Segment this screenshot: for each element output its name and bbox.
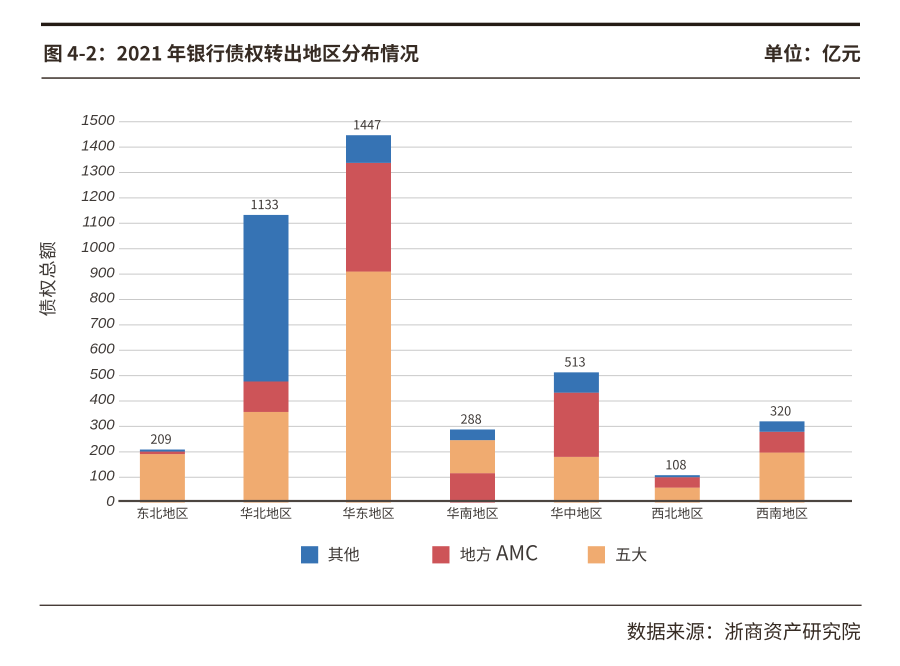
svg-text:1200: 1200 — [81, 188, 115, 205]
svg-text:200: 200 — [89, 442, 116, 459]
svg-text:0: 0 — [106, 493, 115, 510]
svg-text:1500: 1500 — [81, 112, 115, 129]
svg-text:1300: 1300 — [81, 163, 115, 180]
svg-text:1100: 1100 — [82, 214, 115, 231]
svg-text:100: 100 — [90, 467, 116, 484]
svg-text:800: 800 — [90, 290, 116, 307]
svg-text:400: 400 — [90, 391, 116, 408]
svg-text:600: 600 — [90, 340, 116, 357]
svg-text:1000: 1000 — [81, 239, 115, 256]
svg-text:300: 300 — [90, 417, 116, 434]
svg-text:700: 700 — [90, 315, 116, 332]
svg-text:900: 900 — [90, 264, 116, 281]
svg-text:1400: 1400 — [81, 137, 115, 154]
svg-text:500: 500 — [90, 366, 116, 383]
